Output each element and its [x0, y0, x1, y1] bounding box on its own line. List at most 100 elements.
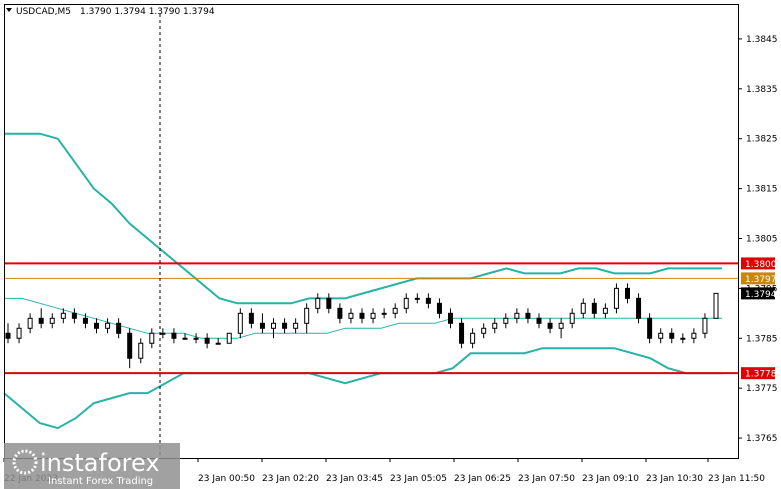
- candle-body: [558, 322, 564, 329]
- candle-body: [470, 332, 476, 344]
- y-tick-label: 1.3815: [746, 185, 778, 195]
- candle-body: [71, 312, 77, 319]
- level-tag-upper-label: 1.3800: [745, 260, 777, 270]
- candle-body: [94, 322, 99, 329]
- candle: [536, 313, 542, 329]
- candle-body: [116, 322, 122, 334]
- candle-body: [60, 312, 66, 319]
- candle-body: [315, 297, 321, 309]
- candle: [381, 308, 387, 319]
- candle-body: [414, 297, 420, 300]
- candle: [359, 308, 365, 324]
- candle-body: [613, 287, 619, 309]
- candle-body: [304, 307, 310, 324]
- level-tag-upper-background: [741, 257, 775, 270]
- candle-body: [403, 297, 409, 309]
- candle-body: [381, 312, 387, 315]
- candle-body: [436, 302, 442, 314]
- candle: [414, 293, 420, 304]
- logo-tagline: Instant Forex Trading: [48, 476, 153, 487]
- candle: [370, 308, 376, 324]
- candle-body: [259, 322, 265, 329]
- level-tag-lower: 1.3778: [741, 367, 777, 380]
- candle-body: [38, 317, 44, 324]
- candle-body: [580, 302, 586, 314]
- candle-body: [337, 307, 343, 319]
- candle: [160, 328, 166, 339]
- x-tick-label: 23 Jan 06:25: [454, 474, 511, 484]
- y-tick-label: 1.3845: [746, 35, 778, 45]
- level-tag-upper: 1.3800: [741, 257, 777, 270]
- candle: [713, 292, 719, 319]
- candle: [448, 308, 453, 329]
- candle-body: [691, 332, 697, 339]
- y-tick-label: 1.3775: [746, 384, 778, 394]
- candle: [580, 298, 586, 319]
- candle: [293, 318, 299, 334]
- x-tick-label: 23 Jan 00:50: [198, 474, 255, 484]
- candle-body: [591, 302, 597, 314]
- x-tick-label: 23 Jan 03:45: [326, 474, 383, 484]
- candle: [569, 308, 575, 329]
- candle: [525, 308, 531, 324]
- candle-body: [669, 332, 675, 339]
- candle: [558, 318, 564, 339]
- candles: [5, 283, 719, 369]
- candle-body: [481, 327, 487, 334]
- candle: [16, 323, 22, 344]
- candle-body: [226, 332, 232, 344]
- y-tick-label: 1.3805: [746, 234, 778, 244]
- bid-tag-label: 1.3797: [745, 275, 777, 285]
- candle-body: [293, 322, 299, 329]
- candle: [547, 318, 553, 334]
- candle: [503, 313, 509, 329]
- candle: [691, 328, 697, 344]
- y-tick-label: 1.3825: [746, 135, 778, 145]
- candle-body: [680, 337, 686, 340]
- candle: [492, 318, 498, 334]
- candle-body: [348, 312, 354, 319]
- candle-body: [459, 322, 465, 344]
- candle: [315, 293, 321, 314]
- candle: [49, 313, 55, 329]
- candle-body: [658, 332, 664, 339]
- candle: [82, 313, 88, 329]
- candle: [680, 333, 686, 344]
- y-tick-label: 1.3835: [746, 85, 778, 95]
- candle: [304, 303, 310, 334]
- symbol-label: USDCAD,M5: [16, 7, 71, 17]
- dropdown-triangle-icon[interactable]: [6, 8, 12, 12]
- candle: [182, 333, 188, 340]
- candle-body: [702, 317, 708, 334]
- instaforex-logo: instaforex Instant Forex Trading: [4, 443, 180, 489]
- x-tick-label: 23 Jan 02:20: [262, 474, 319, 484]
- candle: [38, 308, 44, 329]
- candle-body: [138, 342, 144, 359]
- candle-body: [182, 337, 188, 340]
- candle-body: [547, 322, 553, 329]
- candle-body: [248, 312, 254, 324]
- candle: [248, 308, 254, 329]
- bid-tag-background: [741, 272, 775, 285]
- candle-body: [492, 322, 498, 329]
- candle: [204, 333, 210, 349]
- candle-body: [49, 317, 55, 324]
- candle-body: [448, 312, 453, 324]
- candle: [116, 318, 122, 339]
- y-tick-label: 1.3765: [746, 434, 778, 444]
- candle-body: [569, 312, 575, 324]
- candle-body: [215, 342, 221, 345]
- chart-header: USDCAD,M5 1.3790 1.3794 1.3790 1.3794: [6, 7, 215, 17]
- candle: [658, 328, 664, 344]
- current-price-tag-label: 1.3794: [745, 290, 777, 300]
- candle-body: [602, 307, 608, 314]
- candle: [613, 283, 619, 314]
- logo-background: [4, 443, 180, 489]
- candle: [514, 308, 520, 324]
- candle-body: [237, 312, 243, 334]
- candle-body: [503, 317, 509, 324]
- price-levels: [4, 262, 738, 375]
- candle-body: [647, 317, 653, 339]
- current-price-tag-background: [741, 287, 775, 300]
- candle: [5, 323, 11, 344]
